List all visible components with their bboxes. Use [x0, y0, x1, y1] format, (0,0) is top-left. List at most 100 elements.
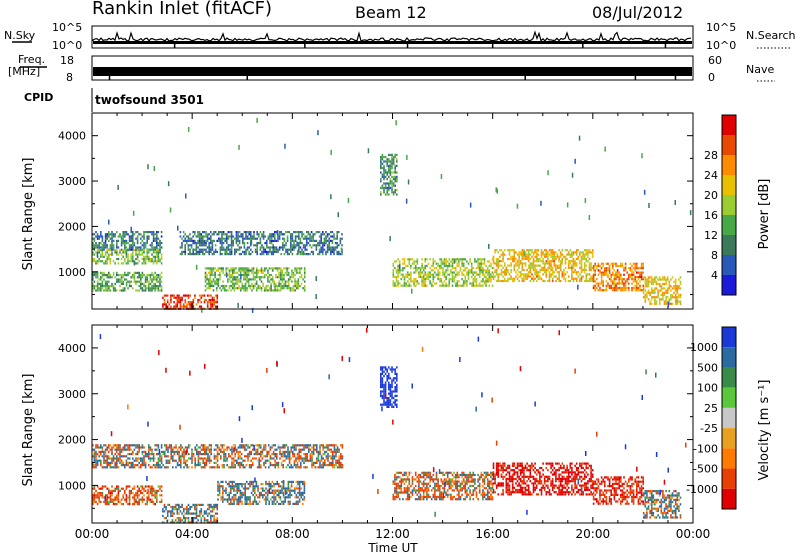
heatmap-cell — [513, 251, 516, 254]
heatmap-cell — [394, 189, 396, 192]
heatmap-cell — [613, 286, 616, 290]
heatmap-cell — [261, 453, 264, 456]
heatmap-cell — [679, 280, 682, 283]
heatmap-cell — [146, 278, 148, 281]
heatmap-cell — [277, 248, 279, 251]
heatmap-cell — [170, 457, 172, 460]
heatmap-cell — [152, 494, 155, 497]
heatmap-cell — [640, 273, 643, 276]
heatmap-cell — [547, 255, 549, 258]
heatmap-cell — [402, 267, 404, 270]
heatmap-cell — [120, 237, 123, 240]
heatmap-cell — [116, 459, 118, 462]
heatmap-cell — [202, 448, 204, 451]
heatmap-cell — [542, 253, 544, 256]
heatmap-cell — [222, 267, 224, 270]
heatmap-cell — [590, 251, 592, 254]
heatmap-cell — [298, 453, 300, 456]
heatmap-cell — [103, 246, 105, 249]
heatmap-cell — [190, 246, 193, 249]
heatmap-cell — [270, 282, 272, 285]
heatmap-cell — [470, 262, 473, 265]
heatmap-cell — [206, 276, 208, 279]
heatmap-cell — [187, 517, 190, 520]
heatmap-cell — [204, 464, 206, 467]
heatmap-cell — [219, 287, 221, 290]
heatmap-cell — [527, 260, 530, 263]
heatmap-cell — [454, 284, 457, 287]
heatmap-cell — [116, 455, 118, 458]
heatmap-cell — [208, 466, 211, 469]
heatmap-cell — [650, 278, 653, 281]
heatmap-cell — [391, 182, 393, 185]
heatmap-cell — [380, 186, 382, 189]
heatmap-cell — [128, 485, 131, 488]
heatmap-cell — [290, 239, 292, 242]
heatmap-cell — [224, 448, 227, 451]
heatmap-cell — [164, 466, 166, 469]
heatmap-cell — [230, 239, 233, 242]
heatmap-cell — [170, 301, 172, 304]
heatmap-cell — [92, 276, 94, 279]
heatmap-cell — [511, 277, 514, 280]
heatmap-cell — [443, 284, 446, 287]
heatmap-cell — [140, 489, 142, 492]
heatmap-cell — [265, 289, 268, 292]
heatmap-cell — [135, 282, 137, 285]
heatmap-cell — [332, 453, 334, 456]
heatmap-cell — [210, 294, 212, 297]
heatmap-cell — [111, 457, 113, 460]
heatmap-cell — [256, 233, 258, 236]
heatmap-cell — [668, 300, 671, 303]
heatmap-cell — [301, 231, 303, 234]
heatmap-cell — [251, 284, 253, 288]
heatmap-cell — [159, 244, 161, 247]
heatmap-cell — [215, 444, 217, 447]
heatmap-cell — [133, 278, 136, 281]
heatmap-cell — [322, 246, 324, 249]
heatmap-cell — [200, 503, 203, 506]
heatmap-cell — [124, 260, 126, 263]
heatmap-cell — [120, 235, 123, 238]
heatmap-cell — [149, 231, 152, 234]
heatmap-cell — [263, 444, 265, 447]
heatmap-cell — [575, 253, 578, 256]
heatmap-cell — [629, 267, 632, 270]
heatmap-cell — [156, 287, 158, 290]
heatmap-cell — [232, 459, 235, 462]
heatmap-cell — [610, 286, 612, 290]
heatmap-cell — [112, 459, 115, 462]
heatmap-cell — [567, 264, 570, 267]
heatmap-cell — [499, 273, 501, 276]
heatmap-cell — [114, 289, 116, 292]
heatmap-cell — [168, 444, 171, 447]
heatmap-cell — [191, 457, 193, 460]
heatmap-cell — [293, 453, 296, 456]
heatmap-cell — [152, 459, 155, 462]
heatmap-cell — [394, 153, 396, 156]
heatmap-cell — [575, 251, 578, 254]
heatmap-cell — [154, 287, 156, 290]
heatmap-cell — [136, 489, 139, 492]
scatter-point — [516, 203, 519, 209]
heatmap-cell — [500, 268, 503, 272]
heatmap-cell — [144, 285, 147, 288]
heatmap-cell — [571, 255, 573, 258]
heatmap-cell — [179, 246, 182, 249]
heatmap-cell — [128, 271, 131, 274]
heatmap-cell — [318, 242, 321, 245]
heatmap-cell — [256, 242, 258, 245]
heatmap-cell — [116, 450, 118, 453]
heatmap-cell — [286, 235, 289, 238]
heatmap-cell — [333, 455, 336, 458]
heatmap-cell — [259, 278, 261, 281]
heatmap-cell — [531, 255, 533, 258]
heatmap-cell — [231, 450, 233, 453]
heatmap-cell — [195, 512, 198, 515]
heatmap-cell — [513, 249, 516, 252]
heatmap-cell — [518, 271, 520, 274]
heatmap-cell — [219, 278, 221, 281]
heatmap-cell — [251, 271, 253, 274]
heatmap-cell — [186, 294, 188, 297]
heatmap-cell — [235, 276, 237, 279]
